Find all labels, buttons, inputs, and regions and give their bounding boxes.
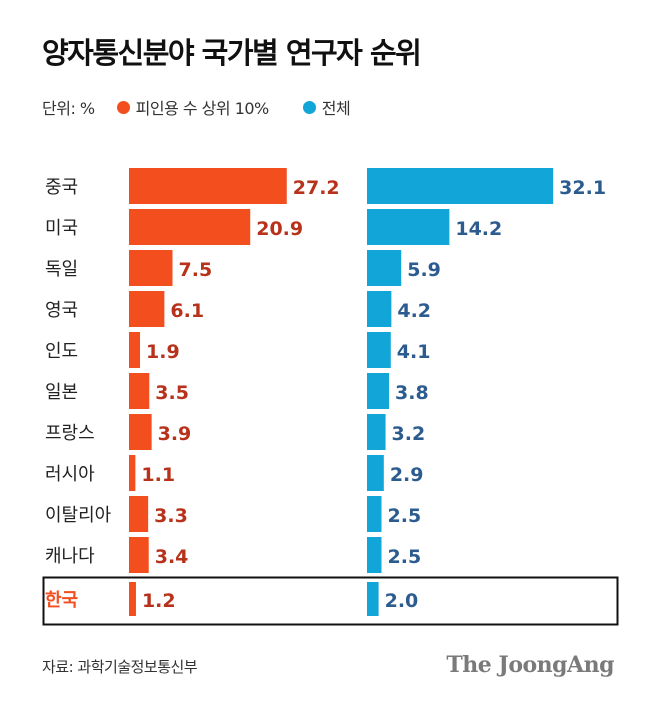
bar-top10 (129, 168, 287, 204)
category-label: 러시아 (45, 464, 95, 485)
value-label-total: 14.2 (455, 218, 502, 240)
value-label-top10: 20.9 (256, 218, 303, 240)
legend-item-total: 전체 (302, 95, 351, 119)
value-label-total: 3.2 (392, 423, 426, 445)
category-label: 중국 (45, 177, 78, 198)
bar-top10 (129, 537, 149, 573)
bar-total (367, 582, 379, 616)
bar-top10 (129, 414, 152, 450)
bar-total (367, 291, 392, 327)
value-label-top10: 6.1 (170, 300, 204, 322)
bar-total (367, 373, 390, 409)
value-label-top10: 7.5 (179, 259, 213, 281)
value-label-total: 4.2 (397, 300, 431, 322)
value-label-total: 2.9 (390, 464, 424, 486)
category-label: 미국 (45, 218, 78, 239)
bar-top10 (129, 250, 173, 286)
bar-total (367, 496, 382, 532)
value-label-total: 2.5 (388, 546, 422, 568)
value-label-total: 2.0 (385, 590, 419, 612)
bar-total (367, 168, 554, 204)
category-label: 영국 (45, 300, 78, 321)
value-label-total: 2.5 (388, 505, 422, 527)
category-label: 한국 (45, 590, 78, 611)
value-label-total: 4.1 (397, 341, 431, 363)
value-label-top10: 3.9 (158, 423, 192, 445)
legend-swatch-total (302, 100, 316, 114)
value-label-top10: 1.9 (146, 341, 180, 363)
value-label-top10: 3.5 (155, 382, 189, 404)
source-note: 자료: 과학기술정보통신부 (42, 658, 198, 676)
category-label: 일본 (45, 382, 78, 403)
legend-item-top10: 피인용 수 상위 10% (116, 95, 270, 119)
category-label: 프랑스 (45, 423, 95, 444)
legend-swatch-top10 (116, 100, 130, 114)
bar-total (367, 332, 391, 368)
value-label-top10: 3.4 (155, 546, 189, 568)
unit-label: 단위: % (42, 99, 95, 118)
bar-total (367, 250, 402, 286)
bar-top10 (129, 332, 141, 368)
bar-total (367, 414, 386, 450)
legend-label-top10: 피인용 수 상위 10% (135, 99, 270, 118)
bar-top10 (129, 582, 136, 616)
legend-label-total: 전체 (321, 99, 351, 118)
bar-total (367, 455, 384, 491)
value-label-top10: 3.3 (154, 505, 188, 527)
value-label-total: 32.1 (559, 177, 606, 199)
value-label-top10: 1.2 (142, 590, 176, 612)
value-label-total: 3.8 (395, 382, 429, 404)
bar-top10 (129, 291, 165, 327)
bar-top10 (129, 455, 136, 491)
bar-top10 (129, 496, 149, 532)
bar-total (367, 209, 450, 245)
bar-top10 (129, 373, 150, 409)
bar-top10 (129, 209, 251, 245)
category-label: 캐나다 (45, 546, 95, 567)
category-label: 독일 (45, 259, 78, 280)
highlight-box (42, 576, 619, 626)
legend: 단위: % 피인용 수 상위 10% 전체 (42, 95, 351, 119)
value-label-top10: 27.2 (293, 177, 340, 199)
chart-title: 양자통신분야 국가별 연구자 순위 (42, 36, 422, 70)
value-label-total: 5.9 (407, 259, 441, 281)
category-label: 인도 (45, 341, 78, 362)
brand-logo: The JoongAng (446, 652, 614, 678)
category-label: 이탈리아 (45, 505, 112, 526)
bar-total (367, 537, 382, 573)
value-label-top10: 1.1 (141, 464, 175, 486)
